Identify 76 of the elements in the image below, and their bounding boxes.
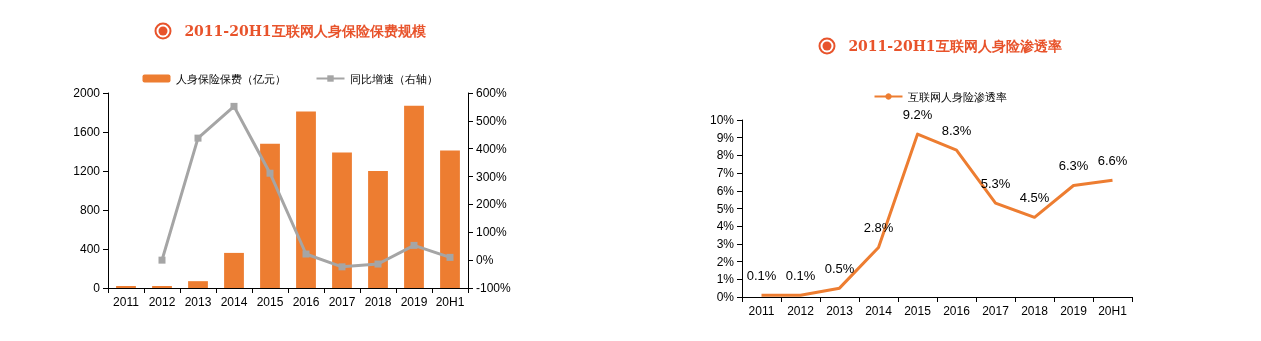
x-tick-label: 2012: [787, 304, 815, 318]
data-label: 4.5%: [1019, 190, 1050, 206]
point: [410, 241, 418, 249]
x-tick-label: 2014: [220, 295, 248, 309]
point: [230, 102, 238, 110]
y2-tick-label: 500%: [476, 113, 508, 128]
y-tick-label: 3%: [716, 236, 735, 251]
data-label: 5.3%: [980, 176, 1011, 192]
x-tick-label: 2015: [904, 304, 932, 318]
point: [446, 253, 454, 261]
x-tick-label: 2011: [748, 304, 775, 318]
y2-tick-label: -100%: [476, 281, 512, 295]
y2-tick-label: 600%: [476, 86, 508, 100]
y-tick-label: 400: [79, 242, 101, 256]
y-tick-label: 7%: [716, 166, 735, 181]
y-tick-label: 4%: [716, 219, 735, 234]
data-label: 9.2%: [902, 107, 933, 123]
bar: [296, 111, 316, 288]
y-tick-label: 2%: [716, 254, 735, 269]
y2-tick-label: 300%: [476, 169, 508, 184]
y-tick-label: 10%: [709, 113, 735, 127]
bar: [188, 281, 208, 288]
bar: [332, 152, 352, 288]
x-tick-label: 2016: [292, 295, 320, 309]
bar: [260, 143, 280, 288]
bar: [224, 252, 244, 288]
data-label: 8.3%: [941, 123, 972, 139]
y-tick-label: 0%: [716, 290, 735, 304]
bar: [368, 171, 388, 288]
legend-label: 同比增速（右轴）: [349, 72, 438, 85]
x-tick-label: 20H1: [1098, 304, 1128, 318]
data-label: 0.1%: [746, 268, 777, 284]
x-tick-label: 2018: [1021, 304, 1049, 318]
chart-title: 2011-20H1互联网人身险渗透率: [848, 38, 1062, 54]
y-tick-label: 1600: [73, 125, 101, 139]
x-tick-label: 2013: [184, 295, 212, 309]
x-tick-label: 2014: [865, 304, 893, 318]
x-tick-label: 2015: [256, 295, 284, 309]
y-tick-label: 1%: [716, 272, 735, 287]
x-tick-label: 2017: [982, 304, 1010, 318]
chart-title: 2011-20H1互联网人身保险保费规模: [184, 23, 426, 39]
x-tick-label: 2016: [943, 304, 971, 318]
bar: [440, 150, 460, 288]
x-tick-label: 2011: [113, 295, 140, 309]
data-label: 6.3%: [1058, 158, 1089, 174]
x-tick-label: 2018: [364, 295, 392, 309]
x-tick-label: 2019: [400, 295, 428, 309]
point: [302, 250, 310, 258]
y2-tick-label: 100%: [476, 225, 508, 240]
y2-tick-label: 200%: [476, 197, 508, 212]
y2-tick-label: 0%: [476, 253, 494, 268]
y-tick-label: 2000: [73, 86, 101, 100]
y-tick-label: 0: [93, 281, 101, 295]
legend-label: 人身保险保费（亿元）: [175, 72, 286, 85]
x-tick-label: 2013: [826, 304, 854, 318]
y-tick-label: 6%: [716, 183, 735, 198]
x-tick-label: 2019: [1060, 304, 1088, 318]
x-tick-label: 2017: [328, 295, 356, 309]
point: [194, 134, 202, 142]
x-tick-label: 20H1: [435, 295, 465, 309]
y2-tick-label: 400%: [476, 141, 508, 156]
bar: [404, 105, 424, 288]
y-tick-label: 800: [79, 203, 101, 217]
point: [266, 169, 274, 177]
data-label: 0.5%: [824, 261, 855, 277]
point: [158, 256, 166, 264]
legend-label: 互联网人身险渗透率: [907, 90, 1007, 103]
point: [374, 260, 382, 268]
y-tick-label: 5%: [716, 201, 735, 216]
point: [338, 263, 346, 271]
y-tick-label: 1200: [73, 164, 101, 178]
data-label: 0.1%: [785, 268, 816, 284]
y-tick-label: 9%: [716, 130, 735, 145]
y-tick-label: 8%: [716, 148, 735, 163]
x-tick-label: 2012: [148, 295, 176, 309]
data-label: 6.6%: [1097, 153, 1128, 169]
